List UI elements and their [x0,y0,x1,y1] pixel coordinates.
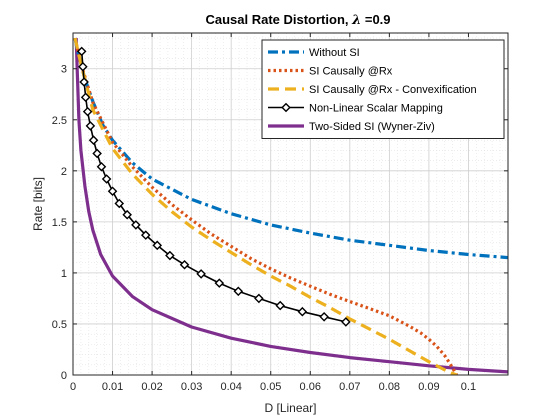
legend-entry: SI Causally @Rx - Convexification [309,84,477,96]
series-line-4 [74,38,508,374]
data-point [96,161,107,172]
series-layer [73,37,508,375]
legend: Without SI SI Causally @Rx SI Causally @Rx… [261,39,505,139]
data-point [82,106,93,117]
axis-ticks: 0 0.01 0.02 0.03 0.04 0.05 0.06 0.07 0.08 0.09 0.1… [52,33,508,393]
y-tick-label: 0.5 [52,319,67,331]
legend-entry: SI Causally @Rx [309,66,393,78]
data-point [152,240,163,251]
data-point [214,278,225,288]
x-tick-label: 0 [70,381,76,393]
legend-marker [281,102,291,113]
plot-frame [72,32,509,376]
data-point [76,46,87,57]
legend-entry: Two-Sided SI (Wyner-Ziv) [309,121,435,133]
x-tick-label: 0.06 [300,381,321,393]
x-tick-label: 0.07 [339,381,360,393]
y-tick-label: 2 [61,166,67,178]
data-point [79,77,89,87]
data-point [78,61,88,72]
data-point [80,92,91,103]
data-point [85,121,96,131]
data-point [122,209,132,220]
data-point [88,135,99,145]
x-tick-label: 0.09 [418,381,439,393]
data-point [196,269,206,279]
y-tick-label: 0 [61,370,67,382]
data-point [319,312,329,322]
x-axis-label: D [Linear] [264,401,316,415]
data-point [107,186,118,197]
y-tick-label: 2.5 [52,115,67,127]
series-line-2 [73,37,458,375]
data-point [179,259,190,270]
data-point [114,198,125,209]
x-tick-label: 0.05 [260,381,281,393]
x-tick-label: 0.01 [102,381,123,393]
x-tick-label: 0.02 [141,381,162,393]
data-point [165,250,175,261]
data-point [275,300,286,311]
legend-entry: Without SI [309,47,360,59]
legend-entry: Non-Linear Scalar Mapping [309,103,443,115]
data-point [101,174,112,184]
data-point [297,306,308,317]
data-point [341,317,351,327]
x-tick-label: 0.1 [461,381,476,393]
chart-title: Causal Rate Distortion, λ =0.9 [205,12,390,28]
data-point [254,293,264,304]
data-point [131,220,141,230]
x-tick-label: 0.08 [379,381,400,393]
x-tick-label: 0.04 [220,381,241,393]
data-point [233,286,244,297]
y-tick-label: 3 [61,64,67,76]
y-axis-label: Rate [bits] [31,177,45,231]
y-tick-label: 1 [61,268,67,280]
x-tick-label: 0.03 [181,381,202,393]
series-line-1 [73,37,458,375]
data-point [140,230,151,240]
data-point [92,148,102,159]
y-tick-label: 1.5 [52,217,67,229]
